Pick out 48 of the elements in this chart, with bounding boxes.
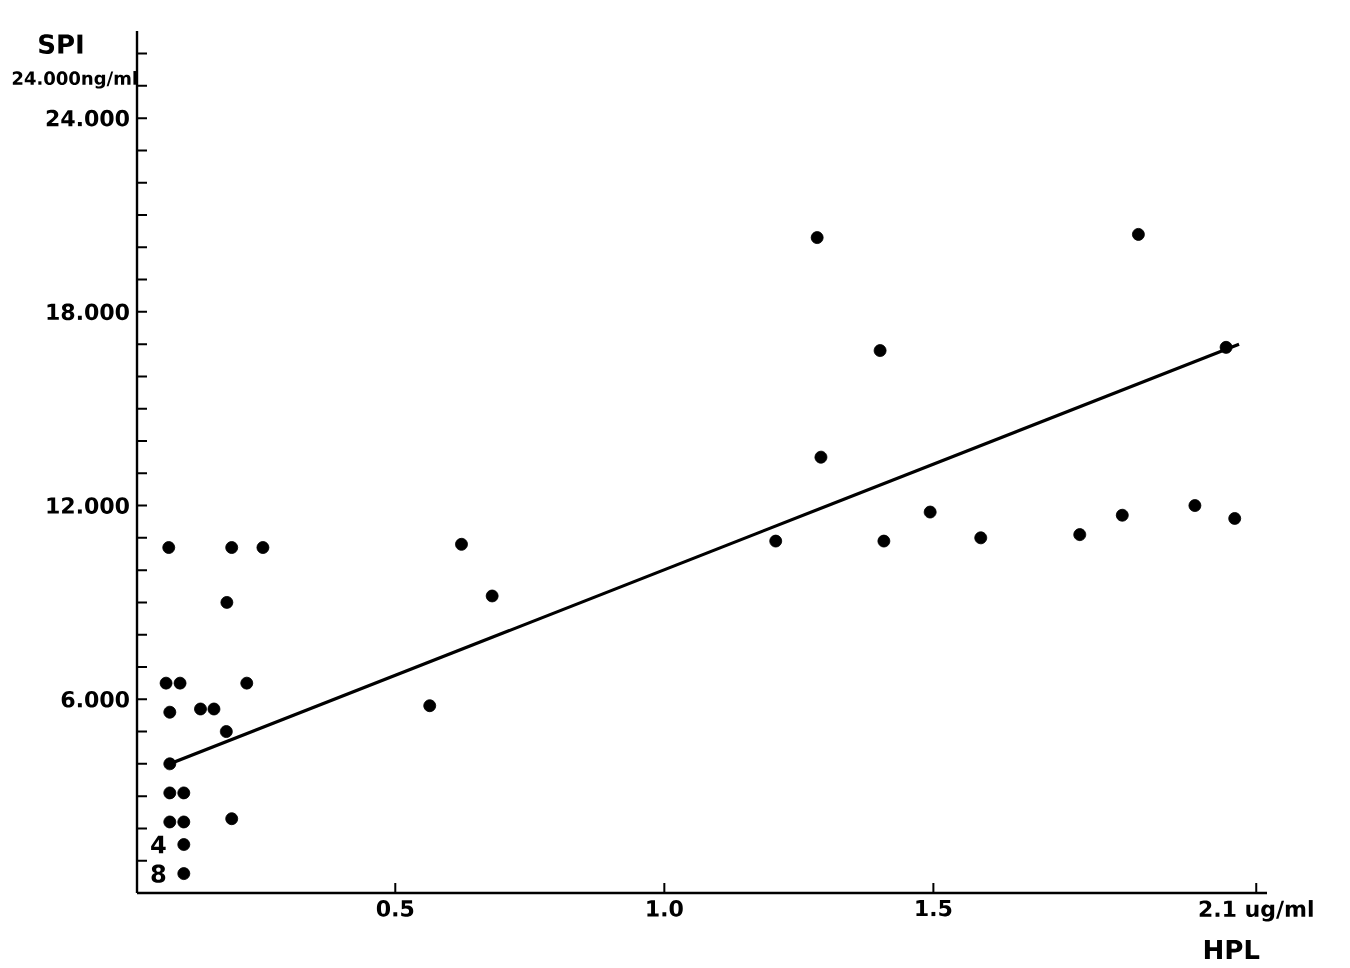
x-tick-label: 2.1 ug/ml bbox=[1199, 900, 1313, 922]
point bbox=[162, 541, 176, 554]
point bbox=[163, 757, 177, 771]
point bbox=[877, 534, 891, 548]
point bbox=[974, 531, 988, 545]
point bbox=[485, 589, 499, 603]
y-axis-title: SPI bbox=[39, 34, 83, 54]
point bbox=[1228, 512, 1242, 525]
point bbox=[177, 867, 191, 881]
point bbox=[173, 676, 187, 690]
point bbox=[256, 541, 270, 554]
point bbox=[1188, 499, 1202, 512]
point bbox=[177, 838, 191, 851]
point bbox=[1115, 508, 1129, 522]
point bbox=[873, 344, 887, 357]
point bbox=[1073, 528, 1087, 542]
y-tick-label: 24.000 bbox=[46, 109, 129, 127]
point bbox=[220, 596, 234, 609]
x-tick-label: 1.0 bbox=[647, 900, 683, 917]
point bbox=[177, 786, 191, 800]
point bbox=[923, 505, 937, 519]
point bbox=[225, 541, 239, 554]
annotation: 8 bbox=[151, 864, 166, 883]
point bbox=[810, 231, 824, 245]
annotation: 4 bbox=[151, 835, 166, 854]
point bbox=[194, 702, 207, 716]
point bbox=[163, 815, 177, 829]
point bbox=[1219, 340, 1233, 354]
point bbox=[159, 676, 173, 690]
x-tick-label: 0.5 bbox=[376, 900, 414, 917]
point bbox=[177, 815, 191, 829]
point bbox=[1132, 227, 1145, 241]
text: 24.000ng/ml bbox=[12, 71, 137, 89]
point bbox=[219, 725, 233, 738]
point bbox=[225, 812, 239, 826]
y-tick-label: 18.000 bbox=[47, 303, 129, 321]
point bbox=[814, 450, 828, 464]
point bbox=[207, 702, 221, 716]
y-tick-label: 6.000 bbox=[61, 690, 129, 708]
y-tick-label: 12.000 bbox=[47, 497, 129, 514]
point bbox=[240, 676, 254, 690]
point bbox=[769, 534, 783, 548]
point bbox=[423, 699, 437, 713]
x-tick-label: 1.5 bbox=[916, 900, 952, 917]
x-axis-title: HPL bbox=[1204, 940, 1260, 959]
point bbox=[163, 786, 177, 800]
point bbox=[455, 537, 468, 551]
point bbox=[163, 705, 177, 719]
